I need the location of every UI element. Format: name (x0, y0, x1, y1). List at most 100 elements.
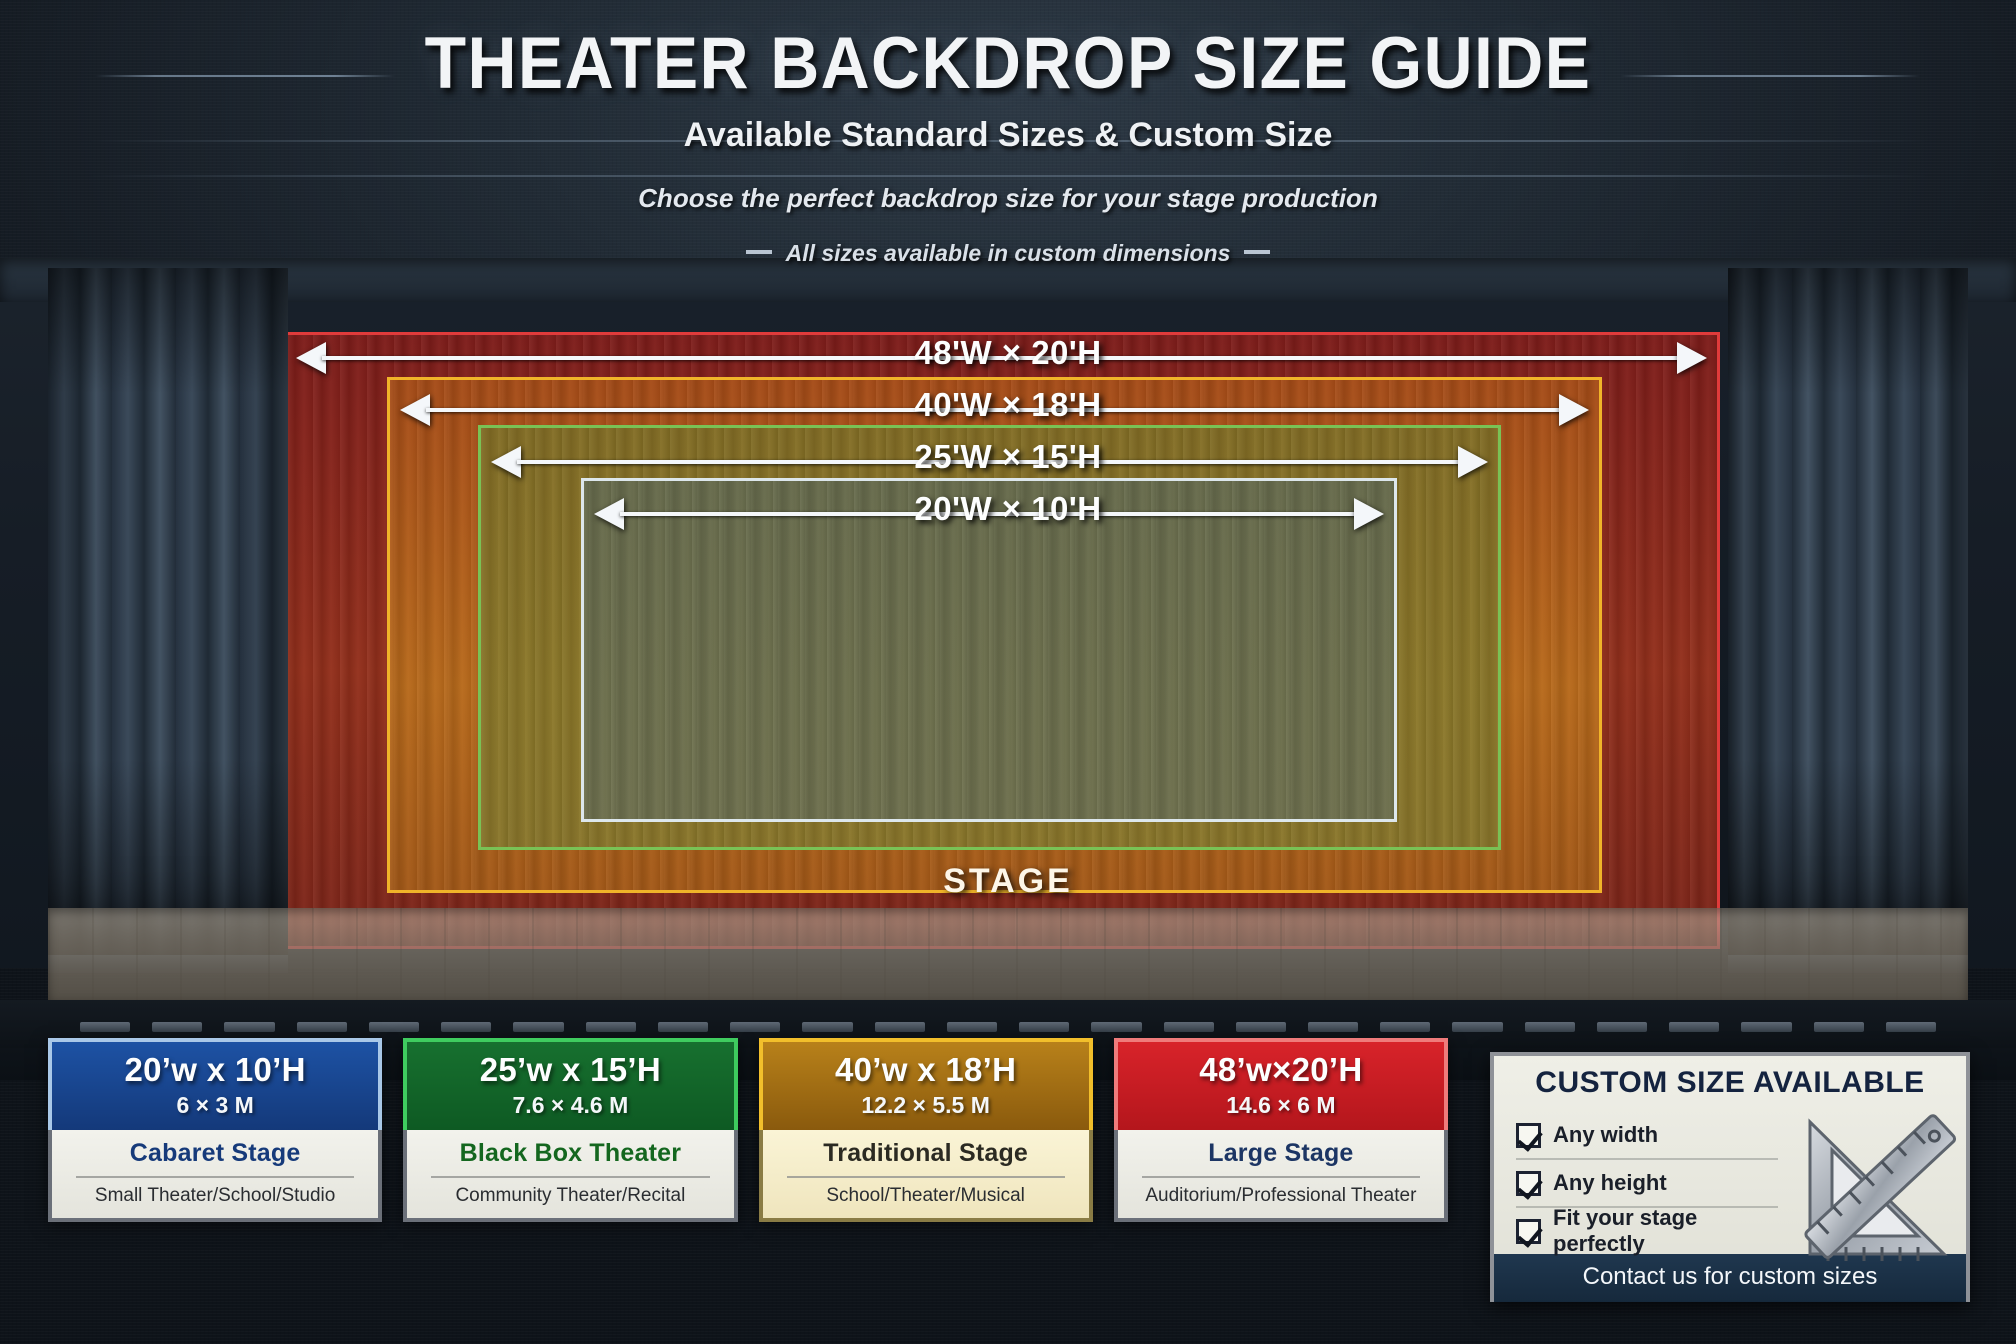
size-card-black-box-theater[interactable]: 25’w x 15’H 7.6 × 4.6 M Black Box Theate… (403, 1038, 738, 1222)
footlight (368, 1022, 420, 1032)
arrowhead-right-icon (1354, 498, 1384, 530)
dimension-arrow-48x20 (296, 336, 1707, 378)
footlight (1307, 1022, 1359, 1032)
custom-size-footer[interactable]: Contact us for custom sizes (1494, 1254, 1966, 1302)
dimension-label-48x20: 48'W × 20'H (914, 334, 1102, 371)
custom-feature-any-width[interactable]: Any width (1516, 1112, 1794, 1158)
page-title: THEATER BACKDROP SIZE GUIDE (424, 23, 1592, 104)
header-rule-left (95, 75, 395, 77)
size-card-size: 48’w×20’H (1199, 1051, 1363, 1088)
footlight (1235, 1022, 1286, 1032)
size-card-size: 20’w x 10’H (124, 1051, 306, 1088)
footlight (657, 1022, 709, 1032)
size-card-body: Black Box Theater Community Theater/Reci… (403, 1130, 738, 1222)
page-tagline-secondary: All sizes available in custom dimensions (0, 240, 2016, 267)
size-card-size: 25’w x 15’H (479, 1051, 661, 1088)
dimension-arrow-40x18 (400, 388, 1589, 430)
footlight (296, 1022, 347, 1032)
footlight (441, 1022, 492, 1032)
size-card-metric: 6 × 3 M (176, 1092, 254, 1118)
custom-size-content: Any width Any height Fit your stage perf… (1494, 1110, 1966, 1261)
arrowhead-right-icon (1677, 342, 1707, 374)
footlight (874, 1022, 925, 1032)
footlight (1452, 1022, 1503, 1032)
size-card-divider (76, 1176, 355, 1178)
arrow-shaft (517, 460, 1462, 464)
checkbox-checked-icon[interactable] (1516, 1122, 1541, 1148)
custom-feature-any-height[interactable]: Any height (1516, 1160, 1794, 1206)
size-card-name: Black Box Theater (459, 1139, 682, 1167)
size-card-divider (786, 1176, 1065, 1178)
custom-feature-fit-stage[interactable]: Fit your stage perfectly (1516, 1205, 1794, 1256)
arrowhead-left-icon (400, 394, 430, 426)
arrowhead-left-icon (296, 342, 326, 374)
header-rule-lower (88, 175, 1928, 177)
custom-feature-label: Any height (1553, 1170, 1667, 1195)
size-card-large-stage[interactable]: 48’w×20’H 14.6 × 6 M Large Stage Auditor… (1113, 1038, 1448, 1222)
dimension-label-20x10: 20'W × 10'H (914, 490, 1102, 527)
footlight (1813, 1022, 1864, 1032)
size-card-traditional-stage[interactable]: 40’w x 18’H 12.2 × 5.5 M Traditional Sta… (758, 1038, 1093, 1222)
size-card-cabaret-stage[interactable]: 20’w x 10’H 6 × 3 M Cabaret Stage Small … (48, 1038, 383, 1222)
footlight (152, 1022, 203, 1032)
arrowhead-left-icon (491, 446, 521, 478)
custom-feature-divider (1516, 1158, 1778, 1160)
size-card-usage: Auditorium/Professional Theater (1145, 1185, 1417, 1206)
custom-size-panel[interactable]: CUSTOM SIZE AVAILABLE Any width Any heig… (1490, 1052, 1970, 1302)
custom-feature-label: Fit your stage perfectly (1553, 1205, 1698, 1256)
header-rule-mid (88, 140, 1928, 142)
arrow-shaft (322, 356, 1681, 360)
arrowhead-right-icon (1559, 394, 1589, 426)
stage-floor (48, 908, 1968, 1000)
custom-size-title: CUSTOM SIZE AVAILABLE (1535, 1066, 1925, 1099)
size-card-header: 40’w x 18’H 12.2 × 5.5 M (758, 1038, 1093, 1130)
arrowhead-left-icon (594, 498, 624, 530)
curtain-right (1728, 268, 1968, 968)
footlight (946, 1022, 998, 1032)
footlight (585, 1022, 636, 1032)
checkbox-checked-icon[interactable] (1516, 1218, 1541, 1244)
custom-feature-divider (1516, 1206, 1778, 1208)
header-rule-right (1620, 75, 1920, 77)
dimension-label-40x18: 40'W × 18'H (914, 386, 1102, 423)
size-card-header: 48’w×20’H 14.6 × 6 M (1113, 1038, 1448, 1130)
dimension-arrow-25x15 (491, 440, 1488, 482)
footlight (224, 1022, 275, 1032)
footlight (1596, 1022, 1648, 1032)
size-card-usage: Small Theater/School/Studio (94, 1185, 336, 1206)
footlight (80, 1022, 131, 1032)
custom-feature-list: Any width Any height Fit your stage perf… (1494, 1112, 1794, 1256)
stage-label: STAGE (943, 862, 1073, 900)
footlight (1019, 1022, 1070, 1032)
custom-feature-label: Any width (1553, 1122, 1659, 1147)
size-card-metric: 14.6 × 6 M (1226, 1092, 1336, 1118)
size-card-header: 20’w x 10’H 6 × 3 M (48, 1038, 383, 1130)
size-card-header: 25’w x 15’H 7.6 × 4.6 M (403, 1038, 738, 1130)
footlight (1669, 1022, 1720, 1032)
dash-right-icon (1244, 249, 1271, 254)
size-card-list: 20’w x 10’H 6 × 3 M Cabaret Stage Small … (48, 1038, 1448, 1222)
arrow-shaft (426, 408, 1563, 412)
footlight-strip (80, 1022, 1937, 1036)
size-card-metric: 7.6 × 4.6 M (512, 1092, 629, 1118)
curtain-left (48, 268, 288, 968)
size-rect-20x10[interactable] (581, 478, 1397, 822)
size-card-size: 40’w x 18’H (835, 1051, 1017, 1088)
stage-valance (0, 258, 2016, 302)
footlight (1380, 1022, 1431, 1032)
footlight (1091, 1022, 1142, 1032)
dimension-arrow-20x10 (594, 492, 1384, 534)
size-card-name: Large Stage (1208, 1139, 1354, 1167)
footlight (1741, 1022, 1792, 1032)
size-card-usage: School/Theater/Musical (826, 1185, 1025, 1206)
size-card-body: Large Stage Auditorium/Professional Thea… (1113, 1130, 1448, 1222)
ruler-triangle-icon (1804, 1114, 1957, 1261)
header: THEATER BACKDROP SIZE GUIDE Available St… (0, 0, 2016, 278)
page-tagline: Choose the perfect backdrop size for you… (638, 183, 1378, 213)
size-card-name: Cabaret Stage (129, 1139, 301, 1167)
checkbox-checked-icon[interactable] (1516, 1170, 1541, 1196)
size-card-usage: Community Theater/Recital (455, 1185, 686, 1206)
size-card-divider (431, 1176, 710, 1178)
footlight (730, 1022, 781, 1032)
footlight (1885, 1022, 1937, 1032)
